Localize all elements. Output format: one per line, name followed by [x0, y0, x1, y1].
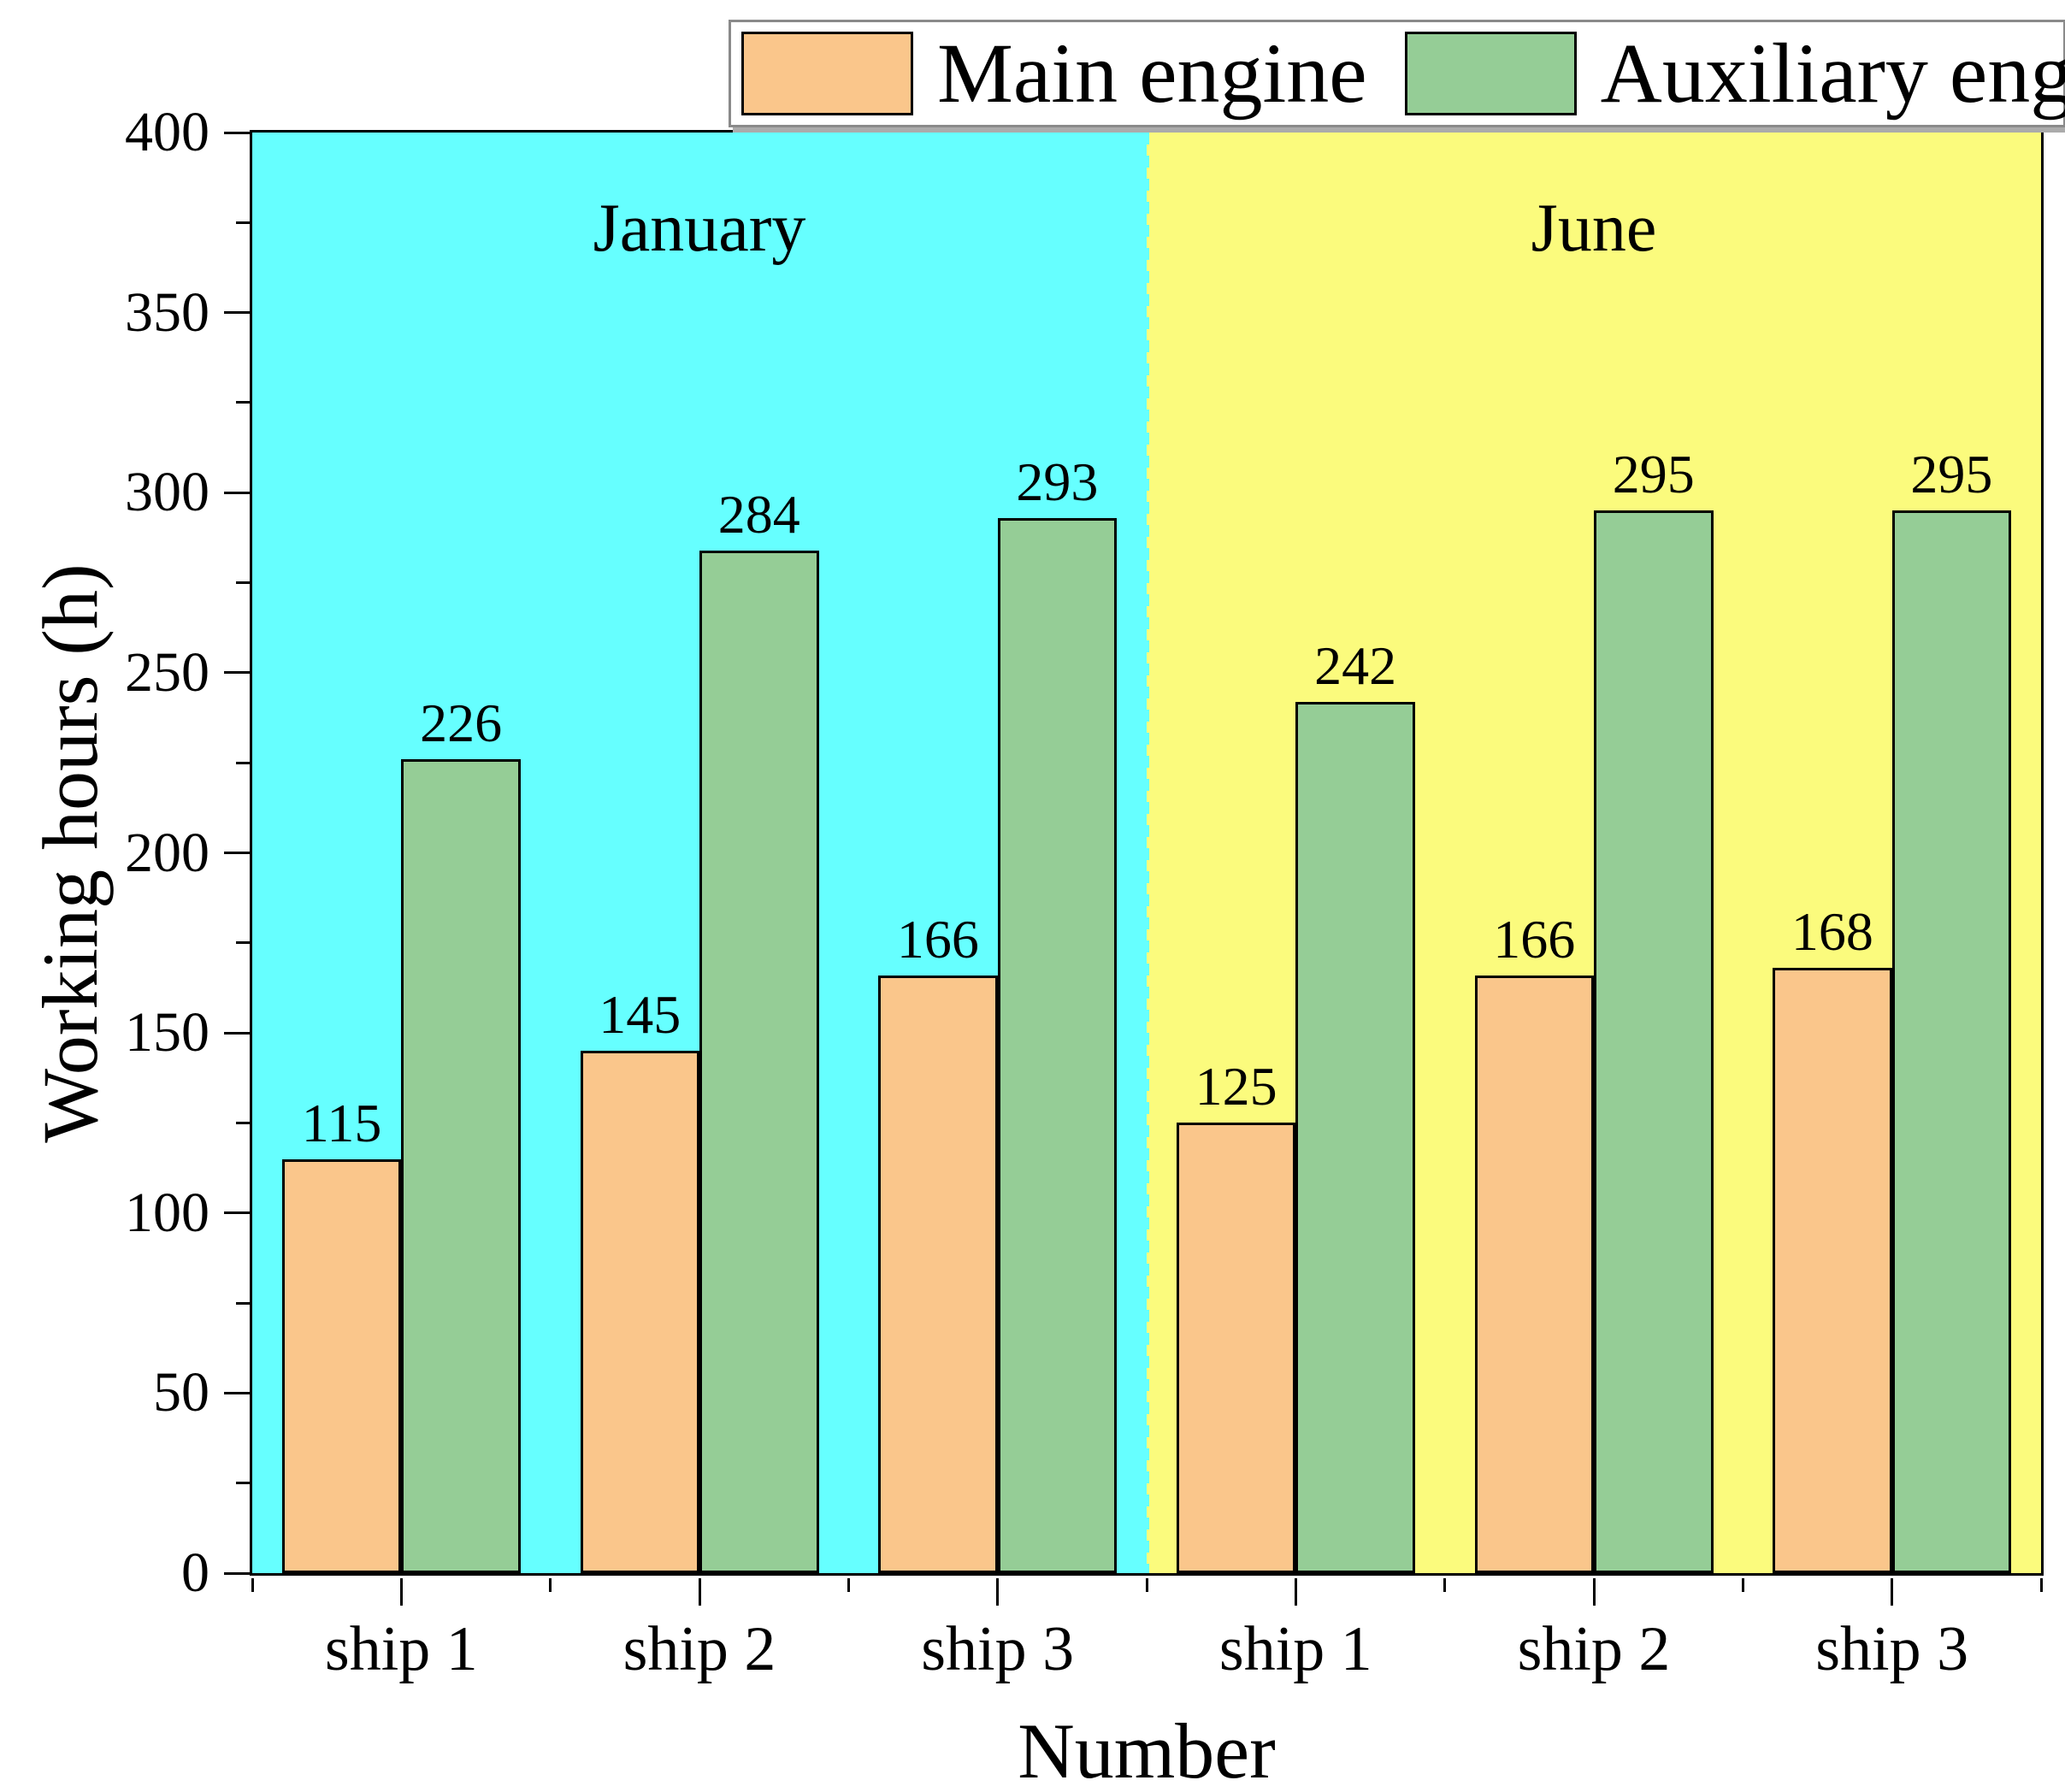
legend-label-auxiliary-engine: Auxiliary engine [1600, 26, 2065, 121]
y-axis-tick-label: 200 [125, 821, 209, 884]
y-axis-tick-label: 0 [181, 1541, 209, 1604]
main-engine-swatch [741, 32, 913, 115]
y-axis-major-tick [224, 311, 250, 315]
bar-auxiliary-engine-ship-2-g2 [699, 550, 819, 1573]
auxiliary-engine-swatch [1404, 32, 1577, 115]
x-axis-major-tick [399, 1578, 403, 1606]
x-axis-minor-tick [251, 1578, 254, 1592]
y-axis-major-tick [224, 852, 250, 854]
y-axis-major-tick [224, 1031, 250, 1035]
bar-value-label: 226 [420, 692, 503, 753]
bar-value-label: 115 [301, 1092, 382, 1153]
x-axis-major-tick [698, 1578, 701, 1606]
y-axis-tick-label: 300 [125, 461, 209, 524]
bar-value-label: 125 [1195, 1056, 1277, 1117]
y-axis-minor-tick [236, 1121, 250, 1124]
bar-value-label: 295 [1612, 444, 1695, 505]
y-axis-minor-tick [236, 581, 250, 585]
legend-box: Main engine Auxiliary engine [729, 20, 2065, 127]
bar-value-label: 145 [599, 984, 681, 1046]
bar-value-label: 295 [1910, 444, 1993, 505]
y-axis-tick-label: 350 [125, 280, 209, 344]
x-axis-tick-label-ship-3-g3: ship 3 [921, 1614, 1075, 1684]
y-axis-minor-tick [236, 401, 250, 404]
x-axis-minor-tick [847, 1578, 850, 1592]
bar-auxiliary-engine-ship-2-g5 [1594, 510, 1714, 1573]
bar-auxiliary-engine-ship-3-g3 [997, 517, 1118, 1573]
x-axis-minor-tick [1145, 1578, 1148, 1592]
bar-auxiliary-engine-ship-1-g1 [401, 758, 521, 1573]
y-axis-major-tick [224, 131, 250, 134]
y-axis-major-tick [224, 1391, 250, 1394]
x-axis-minor-tick [1741, 1578, 1744, 1592]
y-axis-tick-label: 150 [125, 1001, 209, 1064]
x-axis-minor-tick [2039, 1578, 2043, 1592]
y-axis-major-tick [224, 671, 250, 675]
region-label-june: June [1531, 191, 1657, 266]
y-axis-tick-label: 50 [153, 1361, 209, 1424]
region-label-january: January [593, 191, 806, 266]
x-axis-tick-label-ship-3-g6: ship 3 [1815, 1614, 1969, 1684]
x-axis-major-tick [1891, 1578, 1894, 1606]
x-axis-minor-tick [549, 1578, 552, 1592]
legend-item-main-engine: Main engine [741, 31, 1367, 116]
x-axis-title: Number [1018, 1707, 1276, 1792]
y-axis-minor-tick [236, 221, 250, 224]
bar-main-engine-ship-1-g1 [281, 1158, 402, 1573]
bar-value-label: 166 [1493, 908, 1576, 970]
y-axis-major-tick [224, 1211, 250, 1215]
y-axis-tick-label: 250 [125, 640, 209, 704]
y-axis-major-tick [224, 1571, 250, 1575]
y-axis-minor-tick [236, 1301, 250, 1305]
y-axis-minor-tick [236, 941, 250, 945]
y-axis-minor-tick [236, 761, 250, 764]
bar-auxiliary-engine-ship-3-g6 [1891, 510, 2012, 1573]
bar-main-engine-ship-1-g4 [1176, 1123, 1296, 1573]
x-axis-tick-label-ship-1-g1: ship 1 [324, 1614, 478, 1684]
bar-main-engine-ship-2-g2 [580, 1051, 699, 1573]
y-axis-minor-tick [236, 1482, 250, 1485]
bar-value-label: 168 [1791, 901, 1873, 963]
legend-label-main-engine: Main engine [937, 26, 1367, 121]
bar-main-engine-ship-2-g5 [1474, 975, 1594, 1573]
bar-main-engine-ship-3-g6 [1773, 968, 1892, 1573]
plot-area: Number Working hours (h) January June 115 1… [27, 102, 2044, 1790]
bar-value-label: 166 [896, 908, 979, 970]
y-axis-major-tick [224, 491, 250, 494]
bar-value-label: 293 [1016, 451, 1099, 512]
bar-value-label: 242 [1314, 634, 1397, 696]
x-axis-major-tick [1294, 1578, 1297, 1606]
bar-value-label: 284 [717, 483, 800, 545]
bar-main-engine-ship-3-g3 [878, 975, 998, 1573]
x-axis-tick-label-ship-2-g5: ship 2 [1517, 1614, 1671, 1684]
x-axis-minor-tick [1443, 1578, 1447, 1592]
x-axis-tick-label-ship-1-g4: ship 1 [1218, 1614, 1372, 1684]
y-axis-tick-label: 400 [125, 101, 209, 163]
x-axis-major-tick [1592, 1578, 1596, 1606]
legend-item-auxiliary-engine: Auxiliary engine [1404, 26, 2065, 121]
region-divider-dashed-line [1144, 133, 1149, 1573]
bar-auxiliary-engine-ship-1-g4 [1295, 701, 1415, 1573]
x-axis-major-tick [996, 1578, 1000, 1606]
y-axis-tick-label: 100 [125, 1181, 209, 1244]
x-axis-tick-label-ship-2-g2: ship 2 [622, 1614, 776, 1684]
